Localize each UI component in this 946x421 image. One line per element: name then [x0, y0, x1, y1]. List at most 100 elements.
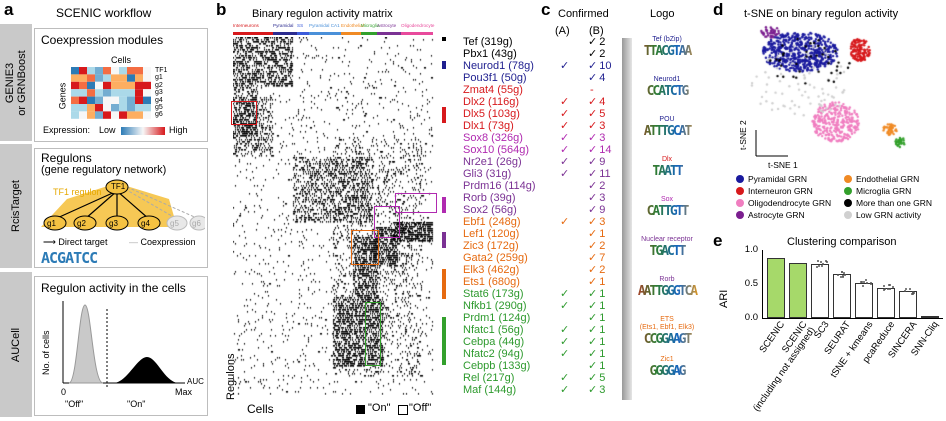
regulon-name: Neurod1 (78g): [463, 60, 534, 72]
y-tick-label: 1.0: [744, 244, 758, 255]
motif-logo-block: Dlx TAATT: [634, 156, 700, 180]
regulon-name: Pou3f1 (50g): [463, 72, 527, 84]
confirmed-b-entry: ✓ 1: [588, 288, 605, 300]
regulon-name: Dlx2 (116g): [463, 96, 520, 108]
replicate-point: [843, 273, 846, 276]
confirmed-b-entry: ✓ 1: [588, 276, 605, 288]
on-label: "On": [127, 399, 146, 409]
replicate-point: [892, 286, 895, 289]
confirmed-b-count: 11: [599, 168, 611, 180]
max-label: Max: [175, 387, 193, 397]
confirmed-a-column: ✓ ✓ ✓ ✓ ✓ ✓ ✓ ✓ ✓ ✓ ✓ ✓ ✓ ✓ ✓ ✓: [560, 36, 580, 396]
confirmed-b-entry: ✓ 10: [588, 60, 611, 72]
target-node-label: g1: [47, 219, 56, 228]
confirmed-b-count: 7: [599, 252, 606, 264]
off-legend-swatch: [398, 405, 408, 415]
zero-label: 0: [61, 387, 67, 397]
confirmed-b-count: 1: [599, 300, 606, 312]
off-legend-label: "Off": [409, 402, 432, 414]
cell-type-segment: [361, 32, 377, 35]
confirmed-b-entry: ✓ 2: [588, 264, 605, 276]
replicate-point: [887, 288, 890, 291]
motif-logo-letters: AATTGGGTCA: [634, 284, 700, 300]
confirmed-b-count: 1: [599, 312, 606, 324]
coexpression-box: Coexpression modules Cells Genes TF1 g1 g2…: [34, 28, 208, 142]
cell-type-label: Astrocyte: [377, 23, 397, 28]
gene-row-label: g4: [155, 96, 163, 104]
col-a-label: (A): [555, 25, 570, 37]
target-node-label: g4: [141, 219, 150, 228]
regulon-name: Zmat4 (55g): [463, 84, 523, 96]
confirmed-b-count: 2: [599, 264, 606, 276]
tsne-legend-label: Pyramidal GRN: [748, 174, 808, 184]
cells-label: Cells: [111, 55, 132, 65]
confirmed-b-entry: ✓ 4: [588, 72, 605, 84]
tsne-legend-item: Astrocyte GRN: [736, 210, 805, 220]
panel-e-title: Clustering comparison: [787, 236, 897, 248]
confirmed-b-entry: ✓ 9: [588, 204, 605, 216]
low-label: Low: [99, 125, 116, 135]
confirmed-b-count: 5: [599, 108, 606, 120]
confirmed-b-entry: ✓ 1: [588, 324, 605, 336]
regulons-axis-label: Regulons: [225, 353, 237, 400]
panel-c-letter: c: [541, 0, 551, 19]
regulon-name: Nr2e1 (26g): [463, 156, 522, 168]
motif-logo-name: Sox: [660, 196, 674, 203]
cell-type-bar: Interneurons Pyramidal SS Pyramidal CA1 Endo…: [233, 23, 434, 35]
dash-icon: —: [129, 237, 138, 247]
replicate-point: [821, 263, 824, 266]
motif-logo-name: Neurod1: [653, 76, 681, 83]
replicate-point: [860, 280, 863, 283]
confirmed-a-check: ✓: [560, 120, 570, 132]
regulon-name: Ebf1 (248g): [463, 216, 521, 228]
y-tick-label: 0.5: [744, 278, 758, 289]
oligodendrocyte-highlight-box: [395, 193, 437, 213]
confirmed-b-entry: ✓ 1: [588, 348, 605, 360]
check-icon: ✓: [588, 252, 598, 264]
confirmed-b-count: 3: [599, 192, 606, 204]
regulon-name: Nfatc1 (56g): [463, 324, 524, 336]
regulons-subtitle: (gene regulatory network): [41, 164, 167, 176]
confirmed-b-entry: ✓ 3: [588, 120, 605, 132]
regulon-name: Rel (217g): [463, 372, 515, 384]
regulon-name: Ets1 (680g): [463, 276, 520, 288]
panel-d-title: t-SNE on binary regulon activity: [744, 8, 899, 20]
tsne-legend-label: Low GRN activity: [856, 210, 922, 220]
motif-logo-letters: TAATT: [634, 164, 700, 180]
regulon-group-bar: [442, 197, 446, 213]
regulon-name: Cebpa (44g): [463, 336, 525, 348]
check-icon: ✓: [588, 108, 598, 120]
regulon-group-bar: [442, 107, 446, 123]
regulon-name: Gli3 (31g): [463, 168, 512, 180]
confirmed-b-entry: ✓ 5: [588, 372, 605, 384]
confirmed-a-check: ✓: [560, 324, 570, 336]
regulon-name: Tef (319g): [463, 36, 513, 48]
confirmed-b-count: 2: [599, 180, 606, 192]
confirmed-b-count: 3: [599, 132, 606, 144]
confirmed-b-count: 1: [599, 276, 606, 288]
regulon-name: Cebpb (133g): [463, 360, 531, 372]
check-icon: ✓: [588, 216, 598, 228]
check-icon: ✓: [588, 120, 598, 132]
motif-logo-name: Dlx: [661, 156, 673, 163]
panel-b-title: Binary regulon activity matrix: [252, 8, 393, 20]
regulon-name: Elk3 (462g): [463, 264, 520, 276]
replicate-point: [840, 276, 843, 279]
coexpression-title: Coexpression modules: [41, 33, 164, 47]
check-icon: ✓: [588, 324, 598, 336]
confirmed-a-check: ✓: [560, 168, 570, 180]
confirmed-b-count: 1: [599, 360, 606, 372]
check-icon: ✓: [588, 156, 598, 168]
motif-logo-block: Nuclear receptor TGACTT: [634, 236, 700, 260]
replicate-point: [883, 288, 886, 291]
logo-connector: [622, 38, 632, 400]
motif-logo-block: POU ATTTGCAT: [634, 116, 700, 140]
cell-type-segment: [273, 32, 297, 35]
regulon-group-bar: [442, 61, 446, 69]
cell-type-segment: [309, 32, 341, 35]
confirmed-b-entry: ✓ 1: [588, 228, 605, 240]
check-icon: ✓: [588, 240, 598, 252]
panel-a-title: SCENIC workflow: [56, 6, 152, 20]
check-icon: ✓: [588, 384, 598, 396]
auc-histogram: [62, 301, 185, 389]
